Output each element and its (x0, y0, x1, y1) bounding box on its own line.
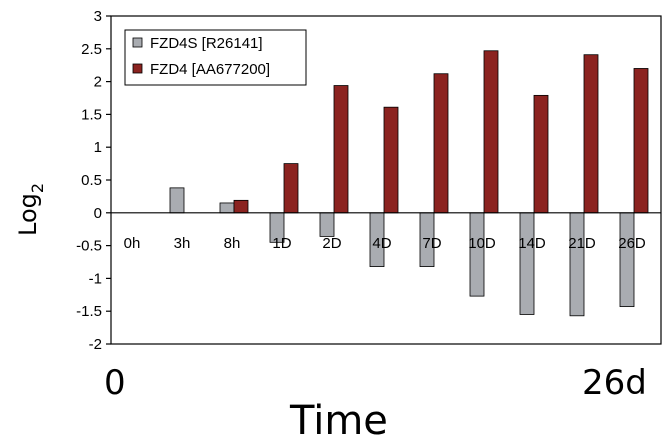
y-axis-ticks: -2 -1.5 -1 -0.5 0 0.5 1 1.5 2 2.5 3 (76, 8, 111, 353)
bar-fzd4-26d (633, 68, 649, 214)
bar-fzd4-4d (383, 106, 399, 214)
category-label-10d: 10D (468, 235, 496, 252)
legend-label-fzd4: FZD4 [AA677200] (150, 61, 270, 78)
bar-fzd4s-3h (169, 187, 185, 214)
y-axis-label-subscript: 2 (28, 183, 47, 193)
bar-fzd4-2d (333, 85, 349, 214)
legend-swatch-fzd4s (132, 37, 143, 48)
y-axis-label-main: Log (14, 193, 42, 236)
time-end-label: 26d (582, 363, 647, 403)
time-start-label: 0 (104, 363, 126, 403)
legend: FZD4S [R26141] FZD4 [AA677200] (124, 29, 307, 86)
legend-label-fzd4s: FZD4S [R26141] (150, 35, 263, 52)
category-label-0h: 0h (124, 235, 141, 252)
bar-fzd4s-26d (619, 212, 635, 308)
y-axis-label: Log2 (14, 183, 47, 236)
bar-fzd4-1d (283, 163, 299, 214)
bar-fzd4-21d (583, 54, 599, 214)
bar-fzd4-7d (433, 73, 449, 214)
bar-fzd4-14d (533, 94, 549, 214)
category-label-26d: 26D (618, 235, 646, 252)
y-tick-label: 0.5 (81, 172, 102, 189)
y-tick-label: 1 (94, 139, 102, 156)
y-tick-label: -1.5 (76, 303, 102, 320)
y-tick-label: 3 (94, 8, 102, 25)
y-tick-label: 2.5 (81, 41, 102, 58)
category-label-21d: 21D (568, 235, 596, 252)
category-label-7d: 7D (422, 235, 441, 252)
y-tick-label: 1.5 (81, 106, 102, 123)
bar-fzd4-10d (483, 50, 499, 214)
category-label-1d: 1D (272, 235, 291, 252)
category-label-14d: 14D (518, 235, 546, 252)
y-tick-label: -1 (89, 270, 102, 287)
y-tick-label: 0 (94, 205, 102, 222)
bars-layer (169, 50, 649, 317)
category-label-4d: 4D (372, 235, 391, 252)
bar-fzd4s-14d (519, 212, 535, 315)
bar-fzd4s-2d (319, 212, 335, 237)
category-labels: 0h 3h 8h 1D 2D 4D 7D 10D 14D 21D 26D (124, 235, 646, 252)
legend-box (124, 29, 307, 86)
category-label-2d: 2D (322, 235, 341, 252)
y-tick-label: 2 (94, 74, 102, 91)
y-tick-label: -0.5 (76, 238, 102, 255)
bar-fzd4-8h (233, 199, 249, 214)
bar-fzd4s-21d (569, 212, 585, 317)
bar-fzd4s-10d (469, 212, 485, 297)
x-axis-label: Time (289, 398, 388, 443)
y-tick-label: -2 (89, 336, 102, 353)
legend-swatch-fzd4 (132, 63, 143, 74)
category-label-3h: 3h (174, 235, 191, 252)
bar-fzd4s-8h (219, 202, 235, 214)
category-label-8h: 8h (224, 235, 241, 252)
